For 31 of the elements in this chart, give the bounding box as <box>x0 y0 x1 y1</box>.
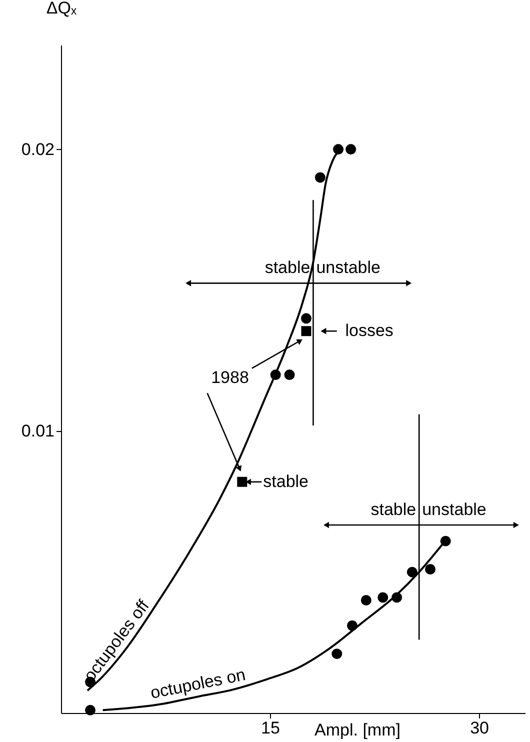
point <box>346 144 356 155</box>
point <box>332 648 342 660</box>
x-tick-label: 15 <box>261 718 280 738</box>
annotation: stable <box>370 500 416 519</box>
point <box>406 566 418 578</box>
point <box>333 144 344 155</box>
text: octupoles on <box>148 665 248 703</box>
point <box>360 595 372 606</box>
y-tick-label: 0.01 <box>21 422 54 441</box>
annotation: unstable <box>316 258 380 278</box>
point <box>284 370 295 380</box>
point <box>392 592 402 603</box>
point <box>425 564 436 574</box>
point <box>346 620 358 631</box>
point <box>440 536 451 546</box>
x-tick-label: 30 <box>470 718 489 738</box>
annotation: stable <box>264 258 310 278</box>
point <box>237 476 248 487</box>
y-axis-title: ΔQₓ <box>46 0 77 18</box>
y-tick-label: 0.02 <box>21 140 54 159</box>
point <box>85 704 96 716</box>
annotation: stable <box>263 472 309 491</box>
point <box>270 370 281 380</box>
point <box>314 172 326 183</box>
point <box>378 592 388 603</box>
point <box>301 326 312 336</box>
annotation: 1988 <box>211 368 249 387</box>
annotation: losses <box>345 321 394 340</box>
x-axis-title: Ampl. [mm] <box>314 720 400 740</box>
point <box>300 313 312 324</box>
annotation: unstable <box>422 500 486 519</box>
